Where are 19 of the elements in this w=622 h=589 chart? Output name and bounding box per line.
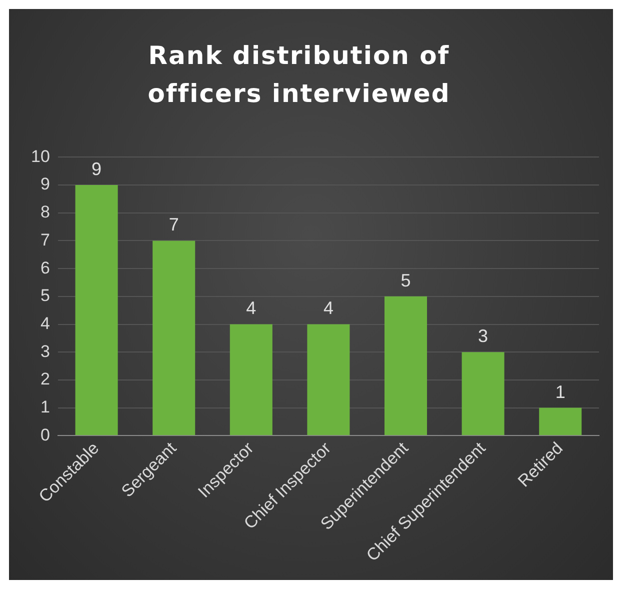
y-tick-label: 3 xyxy=(40,342,50,361)
y-tick-label: 9 xyxy=(40,174,50,194)
y-tick-label: 8 xyxy=(40,202,50,222)
data-label: 5 xyxy=(400,270,411,290)
chart-title: Rank distribution of officers interviewed xyxy=(146,40,452,110)
y-tick-label: 5 xyxy=(40,286,50,306)
data-label: 9 xyxy=(92,159,102,180)
y-tick-label: 4 xyxy=(40,314,50,333)
y-tick-label: 7 xyxy=(40,230,50,250)
y-tick-label: 10 xyxy=(30,146,50,166)
data-label: 3 xyxy=(478,326,488,346)
y-tick-label: 0 xyxy=(40,425,50,444)
y-tick-label: 2 xyxy=(40,370,50,389)
y-tick-label: 1 xyxy=(40,397,50,416)
data-label: 4 xyxy=(246,298,256,318)
data-label: 4 xyxy=(323,298,334,318)
data-label: 1 xyxy=(555,382,566,402)
data-label: 7 xyxy=(168,214,179,235)
y-tick-label: 6 xyxy=(40,258,50,278)
